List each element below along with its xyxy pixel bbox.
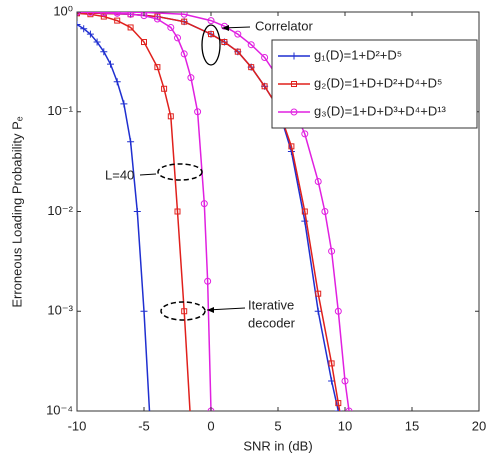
marker (200, 200, 208, 208)
marker (221, 39, 228, 46)
series-line (77, 12, 341, 411)
marker (247, 41, 255, 49)
annotation-text: decoder (248, 315, 296, 330)
marker (167, 113, 174, 120)
marker (314, 177, 322, 185)
marker (107, 60, 114, 68)
x-tick-label: 15 (405, 418, 419, 433)
legend-label: g₃(D)=1+D+D³+D⁴+D¹³ (314, 103, 447, 118)
marker (207, 17, 215, 25)
marker (161, 85, 168, 92)
marker (133, 208, 141, 215)
marker (181, 18, 188, 25)
marker (261, 53, 269, 61)
marker (181, 308, 188, 315)
marker (86, 30, 94, 38)
series-line (77, 12, 350, 411)
legend-marker (290, 52, 298, 60)
marker (315, 290, 322, 297)
marker (343, 439, 348, 444)
legend-label: g₂(D)=1+D+D²+D⁴+D⁵ (314, 75, 442, 90)
marker (204, 277, 212, 285)
marker (174, 34, 181, 42)
marker (127, 24, 134, 31)
marker (120, 100, 128, 108)
marker (174, 208, 181, 215)
y-tick-label: 10⁻² (47, 203, 73, 218)
x-tick-label: 20 (472, 418, 486, 433)
marker (234, 48, 241, 55)
marker (93, 38, 101, 46)
marker (180, 12, 188, 18)
series-line (77, 23, 151, 411)
marker (328, 247, 336, 255)
marker (77, 20, 81, 28)
marker (180, 50, 188, 58)
annotation-text: L=40 (105, 167, 134, 182)
y-axis-label: Erroneous Loading Probability Pₑ (9, 116, 24, 307)
annotation-ellipse (157, 163, 203, 181)
marker (153, 15, 161, 23)
marker (234, 30, 242, 38)
marker (127, 12, 135, 18)
x-tick-label: 10 (338, 418, 352, 433)
x-tick-label: -5 (138, 418, 150, 433)
y-tick-label: 10⁻³ (47, 303, 73, 318)
annotation-ellipse (201, 24, 221, 66)
annotation-text: Correlator (255, 18, 313, 33)
marker (248, 64, 255, 71)
marker (113, 78, 121, 86)
annotation-arrow (139, 173, 157, 176)
x-axis-label: SNR in (dB) (243, 438, 312, 453)
marker (80, 25, 88, 33)
y-tick-label: 10⁰ (53, 3, 73, 18)
marker (301, 130, 309, 138)
marker (301, 208, 308, 215)
legend-marker (290, 108, 298, 116)
marker (334, 407, 342, 411)
y-tick-label: 10⁻¹ (47, 103, 73, 118)
marker (114, 17, 121, 24)
marker (188, 424, 193, 429)
marker (100, 48, 108, 56)
y-tick-label: 10⁻⁴ (46, 402, 73, 417)
x-tick-label: 5 (274, 418, 281, 433)
marker (187, 74, 195, 82)
marker (261, 83, 268, 90)
legend-marker (291, 81, 297, 87)
annotation-ellipse (160, 301, 206, 321)
marker (341, 377, 349, 385)
arrowhead (207, 307, 214, 313)
marker (335, 400, 342, 407)
legend-label: g₁(D)=1+D²+D⁵ (314, 47, 402, 62)
marker (167, 23, 175, 31)
marker (328, 360, 335, 367)
x-tick-label: -10 (68, 418, 87, 433)
marker (345, 407, 353, 411)
marker (321, 208, 329, 215)
marker (127, 138, 135, 146)
marker (334, 307, 342, 315)
annotation-text: Iterative (248, 297, 294, 312)
marker (314, 307, 322, 315)
marker (140, 307, 148, 315)
marker (100, 12, 108, 17)
marker (113, 12, 121, 16)
marker (141, 39, 147, 46)
x-tick-label: 0 (207, 418, 214, 433)
marker (208, 31, 214, 38)
marker (288, 143, 295, 150)
marker (154, 64, 161, 71)
marker (194, 108, 202, 116)
arrowhead (222, 25, 229, 31)
